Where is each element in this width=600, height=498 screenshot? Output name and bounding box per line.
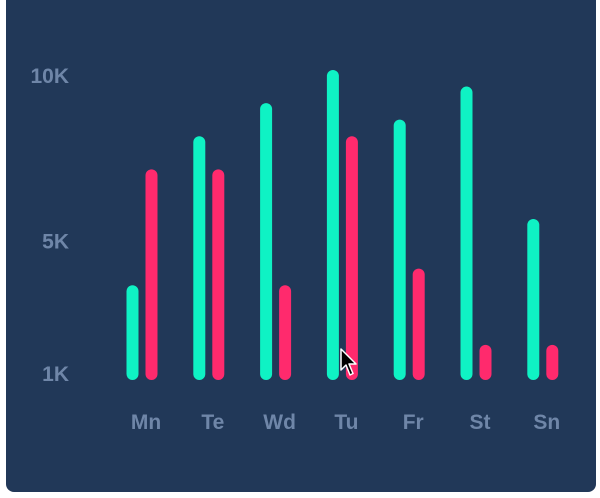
y-tick-label: 1K [42,363,69,386]
bar-mn-series-2[interactable] [145,169,158,380]
x-tick-label: Sn [533,411,560,434]
bar-chart: 1K 5K 10K Mn Te Wd Tu Fr St Sn [30,65,560,434]
y-tick-label: 10K [30,65,69,88]
bar-sn-series-2[interactable] [546,344,559,380]
mouse-pointer-icon [340,348,357,376]
y-tick-label: 5K [42,231,69,254]
bar-fr-series-2[interactable] [412,268,425,380]
bar-wd-series-2[interactable] [279,285,292,380]
x-tick-label: Mn [131,411,161,434]
x-tick-label: Fr [403,411,424,434]
bar-tu-series-1[interactable] [326,70,339,380]
bar-mn-series-1[interactable] [126,285,139,380]
bar-sn-series-1[interactable] [527,219,540,380]
bar-st-series-1[interactable] [460,86,473,381]
x-tick-label: St [470,411,491,434]
x-tick-label: Wd [263,411,296,434]
x-tick-label: Te [201,411,224,434]
bar-tu-series-2[interactable] [345,136,358,380]
bar-fr-series-1[interactable] [393,119,406,380]
bar-te-series-2[interactable] [212,169,225,380]
x-tick-label: Tu [334,411,358,434]
chart-card: 1K 5K 10K Mn Te Wd Tu Fr St Sn [6,0,596,492]
bar-te-series-1[interactable] [193,136,206,380]
bar-st-series-2[interactable] [479,344,492,380]
bar-wd-series-1[interactable] [260,103,273,380]
